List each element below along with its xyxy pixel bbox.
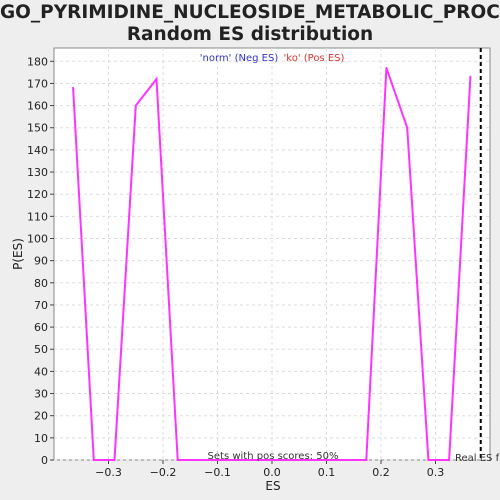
y-tick-label: 20	[34, 410, 48, 423]
y-axis-label: P(ES)	[11, 238, 25, 270]
x-tick-label: −0.3	[95, 466, 122, 479]
data-point	[134, 104, 137, 107]
legend-ko: 'ko' (Pos ES)	[284, 53, 345, 64]
x-tick-label: 0.2	[372, 466, 390, 479]
y-tick-label: 110	[27, 210, 48, 223]
x-tick-label: 0.1	[318, 466, 336, 479]
sets-pos-scores-note: Sets with pos scores: 50%	[208, 451, 339, 462]
data-point	[176, 459, 179, 461]
series-line	[72, 67, 472, 461]
x-tick-label: 0.3	[427, 466, 445, 479]
x-tick-label: −0.2	[150, 466, 177, 479]
x-axis-label: ES	[265, 479, 280, 493]
x-tick-label: −0.1	[204, 466, 231, 479]
chart-title-line1: GO_PYRIMIDINE_NUCLEOSIDE_METABOLIC_PROCE…	[0, 2, 500, 23]
data-point	[155, 78, 158, 81]
data-point	[365, 459, 368, 461]
legend-norm: 'norm' (Neg ES)	[200, 53, 279, 64]
y-tick-label: 0	[41, 454, 48, 467]
y-tick-label: 160	[27, 100, 48, 113]
y-tick-label: 180	[27, 55, 48, 68]
x-axis-ticks: −0.3 −0.2 −0.1 0.0 0.1 0.2 0.3	[95, 460, 444, 479]
data-point	[385, 66, 388, 69]
y-tick-label: 80	[34, 277, 48, 290]
y-tick-label: 10	[34, 432, 48, 445]
y-tick-label: 120	[27, 188, 48, 201]
y-tick-label: 30	[34, 388, 48, 401]
data-point	[72, 86, 75, 89]
y-tick-label: 170	[27, 77, 48, 90]
data-point	[427, 459, 430, 461]
series-points	[72, 66, 472, 461]
data-point	[469, 75, 472, 78]
data-point	[406, 126, 409, 129]
y-tick-label: 50	[34, 343, 48, 356]
y-tick-label: 100	[27, 232, 48, 245]
data-point	[113, 459, 116, 461]
y-tick-label: 70	[34, 299, 48, 312]
chart-title-line2: Random ES distribution	[126, 24, 374, 45]
x-tick-label: 0.0	[263, 466, 281, 479]
y-tick-label: 90	[34, 255, 48, 268]
y-tick-label: 150	[27, 122, 48, 135]
y-tick-label: 40	[34, 365, 48, 378]
data-point	[92, 459, 95, 461]
y-tick-label: 60	[34, 321, 48, 334]
y-axis-ticks: 0 10 20 30 40 50 60 70 80 90 100 110 120 130 140 150 160…	[27, 55, 54, 467]
chart-title: GO_PYRIMIDINE_NUCLEOSIDE_METABOLIC_PROCE…	[0, 2, 500, 46]
data-point	[448, 459, 451, 461]
y-tick-label: 140	[27, 144, 48, 157]
real-es-label: Real ES f	[455, 453, 500, 464]
y-tick-label: 130	[27, 166, 48, 179]
